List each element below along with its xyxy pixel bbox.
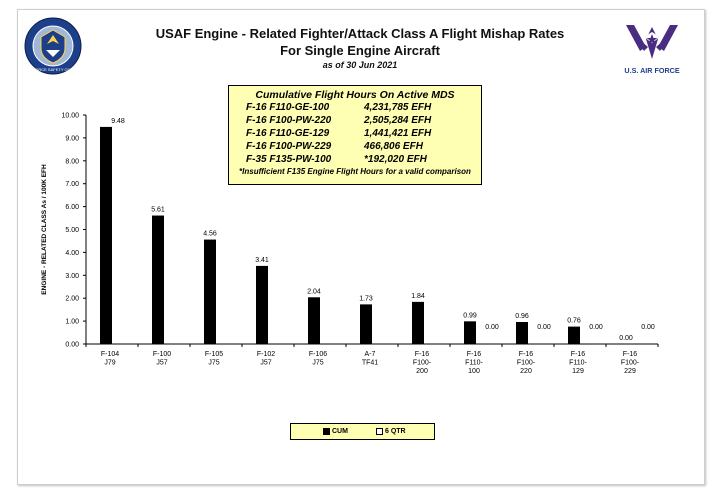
legend-swatch-cum [323,428,330,435]
data-label-cum: 5.61 [151,207,165,214]
safety-center-seal-logo: AIR FORCE SAFETY CENTER [24,17,82,75]
y-tick-label: 0.00 [65,342,79,349]
x-category-label: 129 [572,368,584,375]
data-label-cum: 0.00 [619,335,633,342]
x-category-label: F-104 [101,351,119,358]
seal-ring-text: AIR FORCE SAFETY CENTER [25,67,81,72]
x-category-label: F100- [517,360,536,367]
air-force-wordmark: U.S. AIR FORCE [624,66,679,75]
x-category-label: J75 [312,360,323,367]
y-tick-label: 9.00 [65,135,79,142]
data-label-cum: 9.48 [111,118,125,125]
info-box-mds: F-35 F135-PW-100 [246,154,332,165]
data-label-cum: 1.84 [411,293,425,300]
x-category-label: F-16 [623,351,638,358]
y-tick-label: 8.00 [65,158,79,165]
y-tick-label: 4.00 [65,250,79,257]
legend-label-6qtr: 6 QTR [385,428,406,435]
legend-item-6qtr: 6 QTR [376,428,406,435]
info-box-row: F-16 F100-PW-220 2,505,284 EFH [229,114,481,127]
x-category-label: F-16 [571,351,586,358]
info-box-hours: 466,806 EFH [364,141,423,152]
x-category-label: TF41 [362,360,378,367]
x-category-label: F-102 [257,351,275,358]
bar-cum [516,322,528,344]
data-label-cum: 4.56 [203,231,217,238]
x-category-label: J57 [156,360,167,367]
us-air-force-logo: U.S. AIR FORCE [624,25,680,75]
data-label-6qtr: 0.00 [485,324,499,331]
info-box-hours: 1,441,421 EFH [364,128,432,139]
info-box-hours: *192,020 EFH [364,154,427,165]
info-box-row: F-16 F100-PW-229 466,806 EFH [229,140,481,153]
info-box-hours: 4,231,785 EFH [364,102,432,113]
x-category-label: J75 [208,360,219,367]
data-label-6qtr: 0.00 [537,324,551,331]
x-category-label: F100- [413,360,432,367]
bar-cum [256,265,268,344]
y-tick-label: 3.00 [65,273,79,280]
info-box-heading: Cumulative Flight Hours On Active MDS [255,89,455,101]
chart-title-line2: For Single Engine Aircraft [280,43,440,58]
chart-title-line1: USAF Engine - Related Fighter/Attack Cla… [155,26,565,41]
bar-cum [204,239,216,344]
x-category-label: F110- [465,360,483,367]
data-label-cum: 0.99 [463,312,477,319]
info-box-mds: F-16 F100-PW-220 [246,115,332,126]
legend-item-cum: CUM [323,428,348,435]
data-label-cum: 1.73 [359,295,373,302]
info-box-mds: F-16 F100-PW-229 [246,141,332,152]
y-axis-label: ENGINE - RELATED CLASS As / 100K EFH [41,164,48,295]
x-category-label: J79 [104,360,115,367]
x-category-label: F-16 [415,351,430,358]
bar-cum [308,297,320,344]
bar-cum [568,326,580,344]
y-tick-label: 6.00 [65,204,79,211]
x-category-label: F-16 [467,351,482,358]
y-tick-label: 10.00 [61,113,79,120]
data-label-cum: 2.04 [307,288,321,295]
chart-legend: CUM 6 QTR [290,423,435,440]
x-category-label: J57 [260,360,271,367]
info-box-row: F-16 F110-GE-100 4,231,785 EFH [229,101,481,114]
x-category-label: A-7 [365,351,376,358]
x-category-label: 229 [624,368,636,375]
y-tick-label: 5.00 [65,227,79,234]
as-of-date: as of 30 Jun 2021 [322,60,398,70]
bar-cum [464,321,476,344]
y-tick-label: 7.00 [65,181,79,188]
bar-cum [100,126,112,345]
y-tick-label: 1.00 [65,319,79,326]
legend-label-cum: CUM [332,428,348,435]
info-box-mds: F-16 F110-GE-129 [246,128,330,139]
flight-hours-info-box: Cumulative Flight Hours On Active MDS F-… [228,85,482,185]
y-tick-label: 2.00 [65,296,79,303]
info-box-row: F-16 F110-GE-129 1,441,421 EFH [229,127,481,140]
bar-cum [412,301,424,344]
legend-swatch-6qtr [376,428,383,435]
x-category-label: 100 [468,368,480,375]
x-category-label: F100- [621,360,640,367]
info-box-footnote: *Insufficient F135 Engine Flight Hours f… [239,167,471,176]
x-category-label: F-16 [519,351,534,358]
data-label-6qtr: 0.00 [641,324,655,331]
bar-cum [360,304,372,344]
x-category-label: F-105 [205,351,223,358]
data-label-cum: 0.96 [515,313,529,320]
bar-cum [152,215,164,344]
data-label-cum: 0.76 [567,318,581,325]
data-label-6qtr: 0.00 [589,324,603,331]
x-category-label: 220 [520,368,532,375]
x-category-label: 200 [416,368,428,375]
info-box-mds: F-16 F110-GE-100 [246,102,330,113]
x-category-label: F110- [569,360,587,367]
x-category-label: F-106 [309,351,327,358]
data-label-cum: 3.41 [255,257,269,264]
x-category-label: F-100 [153,351,171,358]
info-box-hours: 2,505,284 EFH [364,115,432,126]
info-box-row: F-35 F135-PW-100 *192,020 EFH [229,153,481,166]
